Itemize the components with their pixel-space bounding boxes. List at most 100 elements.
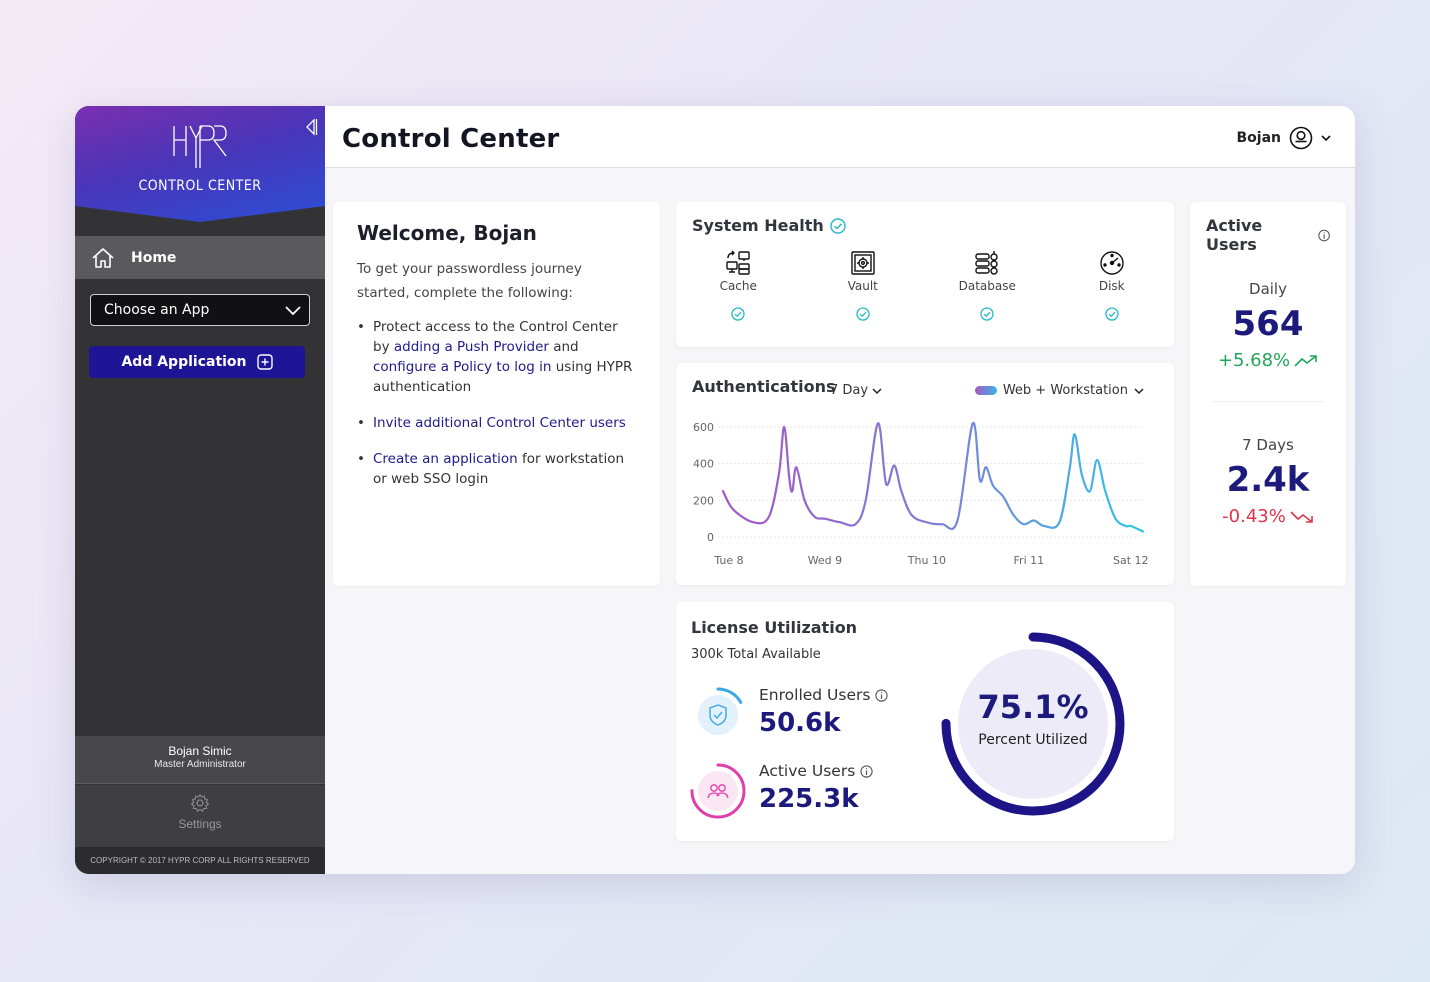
add-application-button[interactable]: Add Application (89, 346, 305, 378)
check-circle-icon (980, 307, 994, 321)
license-utilization-card: License Utilization 300k Total Available… (676, 602, 1174, 841)
daily-value: 564 (1232, 304, 1304, 344)
create-application-link[interactable]: Create an application (373, 451, 518, 467)
item-text: for workstation or web SSO login (373, 451, 625, 487)
card-title-text: Active Users (1206, 216, 1263, 254)
welcome-intro: To get your passwordless journey started… (357, 261, 582, 301)
range-value: 7 Day (830, 383, 869, 398)
user-role: Master Administrator (154, 759, 246, 770)
sidebar: CONTROL CENTER Home Choose an App Add Ap… (75, 106, 325, 874)
chevron-down-icon (872, 387, 882, 394)
add-icon (256, 354, 273, 370)
system-health-card: System Health Cache (676, 202, 1174, 347)
card-title-text: Authentications (692, 377, 836, 396)
x-tick-label: Fri 11 (1014, 554, 1045, 567)
daily-label: Daily (1249, 280, 1287, 298)
active-users-ring (690, 763, 746, 819)
info-icon[interactable] (1318, 229, 1330, 242)
page-header: Control Center Bojan (325, 106, 1355, 168)
daily-delta-text: +5.68% (1217, 350, 1291, 371)
chevron-down-icon (1134, 387, 1144, 394)
active-users-title: Active Users (1206, 216, 1330, 254)
card-title-text: System Health (692, 216, 824, 235)
y-tick-label: 600 (693, 421, 714, 434)
health-item-label: Database (958, 279, 1016, 293)
y-tick-label: 400 (693, 458, 714, 471)
sidebar-item-settings[interactable]: Settings (75, 785, 325, 847)
settings-label: Settings (178, 817, 222, 831)
health-item-label: Cache (719, 279, 757, 293)
sidebar-item-home[interactable]: Home (75, 236, 325, 279)
legend-label: Web + Workstation (1002, 383, 1128, 398)
check-circle-icon (731, 307, 745, 321)
enrolled-users-ring (690, 687, 746, 743)
health-item-label: Disk (1098, 279, 1125, 293)
user-menu-name: Bojan (1236, 130, 1281, 146)
trend-down-icon (1290, 510, 1313, 523)
license-title: License Utilization (691, 618, 1159, 637)
choose-app-value: Choose an App (104, 302, 210, 318)
percent-utilized-label: Percent Utilized (978, 732, 1088, 748)
hypr-logo (173, 125, 227, 168)
week-label: 7 Days (1242, 436, 1294, 454)
health-items: Cache Vault (676, 250, 1174, 321)
enrolled-users-stat: Enrolled Users 50.6k (689, 686, 969, 746)
authentications-title: Authentications (692, 377, 1158, 396)
series-select[interactable]: Web + Workstation (974, 383, 1144, 398)
authentications-card: 0 200 400 600 Tue 8 Wed 9 Thu 10 Fri 11 Sat 12 … (676, 363, 1174, 585)
trend-up-icon (1294, 354, 1317, 367)
percent-utilized-value: 75.1% (977, 688, 1089, 726)
system-health-title: System Health (692, 216, 1158, 235)
user-name: Bojan Simic (168, 744, 232, 758)
configure-policy-link[interactable]: configure a Policy to log in (373, 359, 552, 375)
item-text: using HYPR authentication (373, 359, 633, 395)
invite-users-link[interactable]: Invite additional Control Center users (373, 415, 626, 431)
week-value: 2.4k (1226, 460, 1310, 500)
chevron-down-icon (285, 306, 301, 316)
welcome-card: Welcome, Bojan To get your passwordless … (333, 202, 660, 586)
health-item-disk: Disk (1050, 250, 1175, 321)
check-circle-icon (830, 217, 846, 234)
user-menu[interactable]: Bojan (1236, 126, 1331, 150)
item-text: Protect access to the Control Center by (373, 319, 618, 355)
health-item-vault: Vault (801, 250, 926, 321)
series-line-web-workstation (721, 422, 1145, 533)
choose-app-select[interactable]: Choose an App (90, 294, 310, 326)
health-item-label: Vault (847, 279, 878, 293)
x-tick-label: Sat 12 (1113, 554, 1149, 567)
collapse-sidebar-icon[interactable] (304, 118, 318, 136)
y-tick-label: 0 (707, 531, 714, 544)
copyright: COPYRIGHT © 2017 HYPR CORP ALL RIGHTS RE… (75, 847, 325, 874)
divider (1212, 401, 1324, 402)
range-select[interactable]: 7 Day (830, 383, 882, 398)
stat-label: Enrolled Users (759, 686, 871, 704)
app-window: CONTROL CENTER Home Choose an App Add Ap… (75, 106, 1355, 874)
push-provider-link[interactable]: adding a Push Provider (393, 339, 549, 355)
health-item-cache: Cache (676, 250, 801, 321)
brand-name: CONTROL CENTER (138, 178, 262, 194)
chevron-down-icon (1321, 135, 1331, 142)
vault-icon (851, 251, 875, 275)
gear-icon (190, 793, 210, 812)
utilization-donut (941, 632, 1125, 816)
x-tick-label: Thu 10 (907, 554, 946, 567)
x-tick-label: Wed 9 (808, 554, 842, 567)
legend-swatch (974, 386, 997, 395)
check-circle-icon (856, 307, 870, 321)
page-title: Control Center (342, 124, 560, 154)
week-delta-text: -0.43% (1222, 506, 1286, 527)
info-icon[interactable] (875, 688, 889, 702)
stat-label: Active Users (759, 762, 856, 780)
check-circle-icon (1105, 307, 1119, 321)
active-users-value: 225.3k (759, 784, 859, 814)
disk-icon (1100, 251, 1124, 275)
active-users-label: Active Users (759, 762, 873, 780)
active-users-stat: Active Users 225.3k (689, 762, 969, 822)
add-application-label: Add Application (121, 354, 247, 370)
item-text: and (548, 339, 579, 355)
info-icon[interactable] (860, 764, 873, 778)
enrolled-users-label: Enrolled Users (759, 686, 889, 704)
sidebar-item-label: Home (131, 249, 177, 266)
x-tick-label: Tue 8 (713, 554, 743, 567)
week-delta: -0.43% (1206, 506, 1330, 527)
